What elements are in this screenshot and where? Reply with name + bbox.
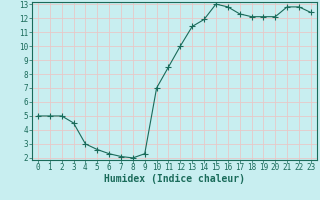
X-axis label: Humidex (Indice chaleur): Humidex (Indice chaleur) (104, 174, 245, 184)
